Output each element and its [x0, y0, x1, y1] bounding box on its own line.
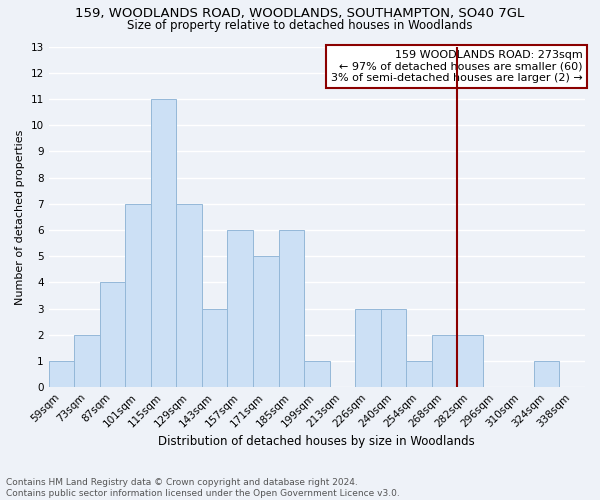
Text: Size of property relative to detached houses in Woodlands: Size of property relative to detached ho… — [127, 19, 473, 32]
Bar — [151, 99, 176, 387]
Y-axis label: Number of detached properties: Number of detached properties — [15, 129, 25, 304]
Bar — [406, 361, 432, 387]
Bar — [49, 361, 74, 387]
Bar — [176, 204, 202, 387]
Bar — [457, 335, 483, 387]
Bar — [278, 230, 304, 387]
Bar — [355, 308, 380, 387]
Bar — [100, 282, 125, 387]
Text: Contains HM Land Registry data © Crown copyright and database right 2024.
Contai: Contains HM Land Registry data © Crown c… — [6, 478, 400, 498]
X-axis label: Distribution of detached houses by size in Woodlands: Distribution of detached houses by size … — [158, 434, 475, 448]
Bar — [432, 335, 457, 387]
Bar — [534, 361, 559, 387]
Bar — [227, 230, 253, 387]
Bar — [125, 204, 151, 387]
Bar — [202, 308, 227, 387]
Bar — [380, 308, 406, 387]
Text: 159, WOODLANDS ROAD, WOODLANDS, SOUTHAMPTON, SO40 7GL: 159, WOODLANDS ROAD, WOODLANDS, SOUTHAMP… — [76, 8, 524, 20]
Bar — [253, 256, 278, 387]
Text: 159 WOODLANDS ROAD: 273sqm
← 97% of detached houses are smaller (60)
3% of semi-: 159 WOODLANDS ROAD: 273sqm ← 97% of deta… — [331, 50, 583, 83]
Bar — [304, 361, 329, 387]
Bar — [74, 335, 100, 387]
